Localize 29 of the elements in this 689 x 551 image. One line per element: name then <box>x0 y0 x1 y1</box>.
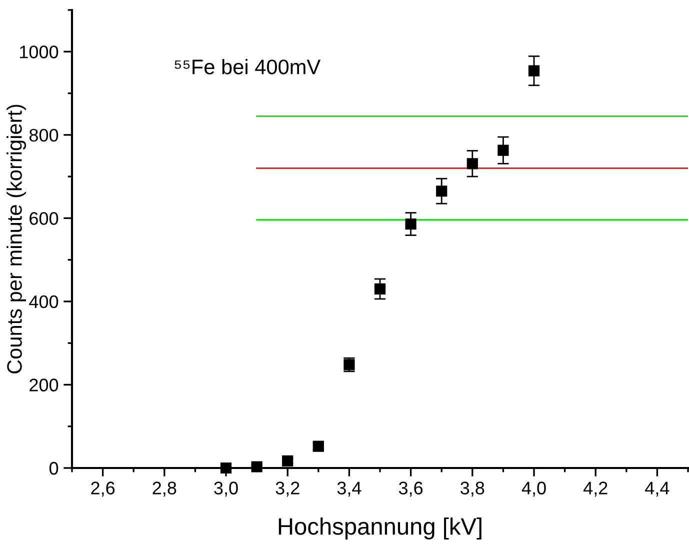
x-tick-label: 2,6 <box>91 482 115 497</box>
y-tick-label: 200 <box>30 378 58 392</box>
point <box>312 440 324 452</box>
x-tick-label: 3,6 <box>398 482 423 497</box>
point <box>466 158 478 170</box>
point <box>528 65 540 76</box>
point <box>251 461 262 472</box>
point <box>282 455 294 466</box>
x-tick-label: 3,4 <box>337 482 362 497</box>
x-tick-label: 3,2 <box>276 482 300 497</box>
y-tick-label: 400 <box>29 295 58 308</box>
y-tick-label: 0 <box>49 462 58 475</box>
point <box>436 186 448 197</box>
y-tick-label: 800 <box>29 128 58 142</box>
x-tick-label: 4,4 <box>645 482 670 497</box>
y-tick-label: 1000 <box>20 46 58 58</box>
x-tick-label: 4,2 <box>583 482 608 497</box>
point <box>405 218 416 230</box>
x-tick-label: 3,0 <box>214 482 238 497</box>
point <box>374 283 386 295</box>
annotation: ⁵⁵Fe bei 400mV <box>174 59 321 74</box>
x-tick-label: 2,8 <box>152 482 176 497</box>
x-tick-label: 3,8 <box>460 482 484 497</box>
point <box>498 144 509 156</box>
x-tick-label: 4,0 <box>522 482 546 497</box>
x-axis-title: Hochspannung [kV] <box>278 517 482 540</box>
point <box>220 462 232 474</box>
y-tick-label: 600 <box>30 212 58 225</box>
y-axis-title: Counts per minute (korrigiert) <box>6 104 26 374</box>
